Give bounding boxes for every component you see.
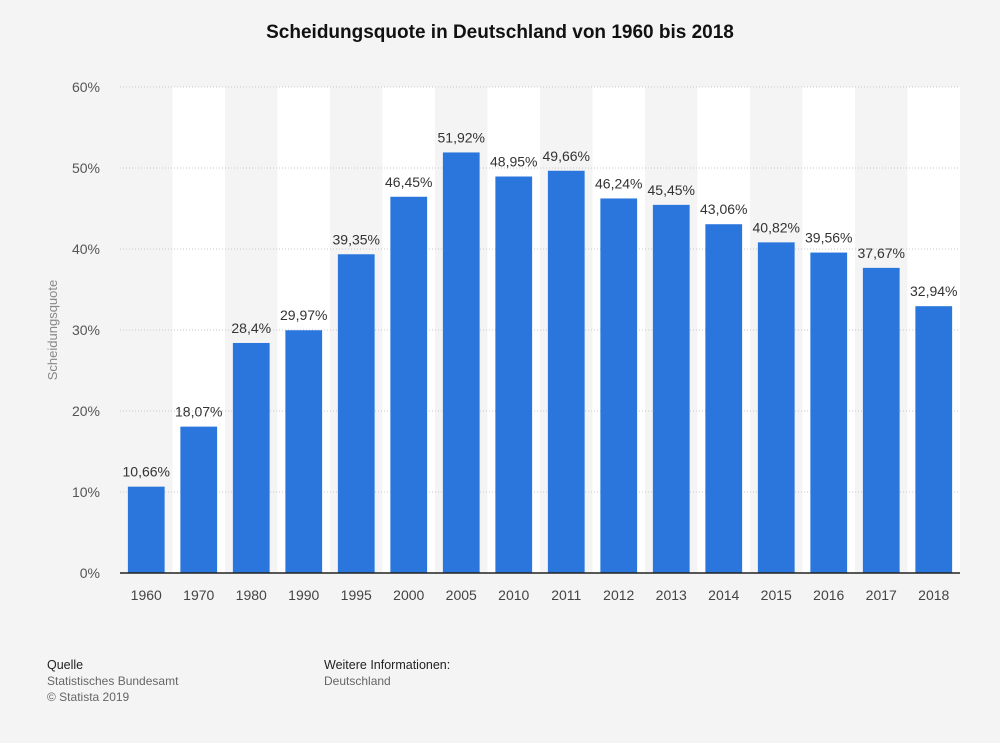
- data-label: 39,56%: [805, 230, 852, 246]
- data-label: 39,35%: [333, 231, 380, 247]
- info-block: Weitere Informationen: Deutschland: [324, 657, 450, 689]
- x-tick-label: 1960: [131, 587, 162, 603]
- info-text: Deutschland: [324, 674, 391, 688]
- bar: [810, 252, 848, 573]
- source-block: Quelle Statistisches Bundesamt © Statist…: [47, 657, 178, 705]
- x-tick-label: 2014: [708, 587, 739, 603]
- x-tick-label: 1990: [288, 587, 319, 603]
- data-label: 46,24%: [595, 175, 642, 191]
- data-label: 43,06%: [700, 201, 747, 217]
- chart-title: Scheidungsquote in Deutschland von 1960 …: [266, 22, 734, 43]
- data-label: 48,95%: [490, 154, 537, 170]
- info-heading: Weitere Informationen:: [324, 658, 451, 672]
- bar: [127, 486, 165, 573]
- y-tick-label: 20%: [72, 403, 100, 419]
- x-tick-label: 2017: [866, 587, 897, 603]
- copyright-text: © Statista 2019: [47, 690, 130, 704]
- data-label: 49,66%: [543, 148, 590, 164]
- x-tick-label: 2015: [761, 587, 792, 603]
- bar: [600, 198, 638, 573]
- bar: [547, 170, 585, 573]
- data-label: 40,82%: [753, 219, 800, 235]
- bar: [495, 176, 533, 573]
- data-label: 18,07%: [175, 404, 222, 420]
- x-tick-label: 2005: [446, 587, 477, 603]
- bar: [915, 306, 953, 573]
- bar: [757, 242, 795, 573]
- bar: [705, 224, 743, 574]
- bar: [862, 267, 900, 573]
- x-tick-label: 2011: [551, 587, 581, 603]
- y-tick-label: 60%: [72, 79, 100, 95]
- source-text: Statistisches Bundesamt: [47, 674, 179, 688]
- data-label: 28,4%: [231, 320, 271, 336]
- bar: [652, 204, 690, 574]
- data-label: 51,92%: [438, 129, 485, 145]
- source-heading: Quelle: [47, 658, 84, 672]
- x-tick-label: 2013: [656, 587, 687, 603]
- data-label: 46,45%: [385, 174, 432, 190]
- bar: [390, 196, 428, 573]
- bar: [285, 330, 323, 573]
- bar-chart: 0% 10% 20% 30% 40% 50% 60% 10,66% 1960 18,07% 1970…: [45, 79, 960, 603]
- data-label: 10,66%: [123, 464, 170, 480]
- x-tick-label: 1970: [183, 587, 214, 603]
- data-label: 37,67%: [858, 245, 905, 261]
- y-axis-label: Scheidungsquote: [45, 280, 60, 380]
- y-tick-label: 40%: [72, 241, 100, 257]
- bar: [337, 254, 375, 573]
- x-tick-label: 2012: [603, 587, 634, 603]
- y-tick-label: 30%: [72, 322, 100, 338]
- x-tick-label: 2016: [813, 587, 844, 603]
- x-tick-label: 1995: [341, 587, 372, 603]
- bar: [180, 426, 218, 573]
- bar: [442, 152, 480, 573]
- bar: [232, 342, 270, 573]
- data-label: 32,94%: [910, 283, 957, 299]
- x-tick-label: 2018: [918, 587, 949, 603]
- x-tick-label: 2000: [393, 587, 424, 603]
- x-tick-label: 2010: [498, 587, 529, 603]
- y-tick-label: 10%: [72, 484, 100, 500]
- data-label: 29,97%: [280, 307, 327, 323]
- y-tick-label: 50%: [72, 160, 100, 176]
- x-tick-label: 1980: [236, 587, 267, 603]
- data-label: 45,45%: [648, 182, 695, 198]
- y-tick-label: 0%: [80, 565, 100, 581]
